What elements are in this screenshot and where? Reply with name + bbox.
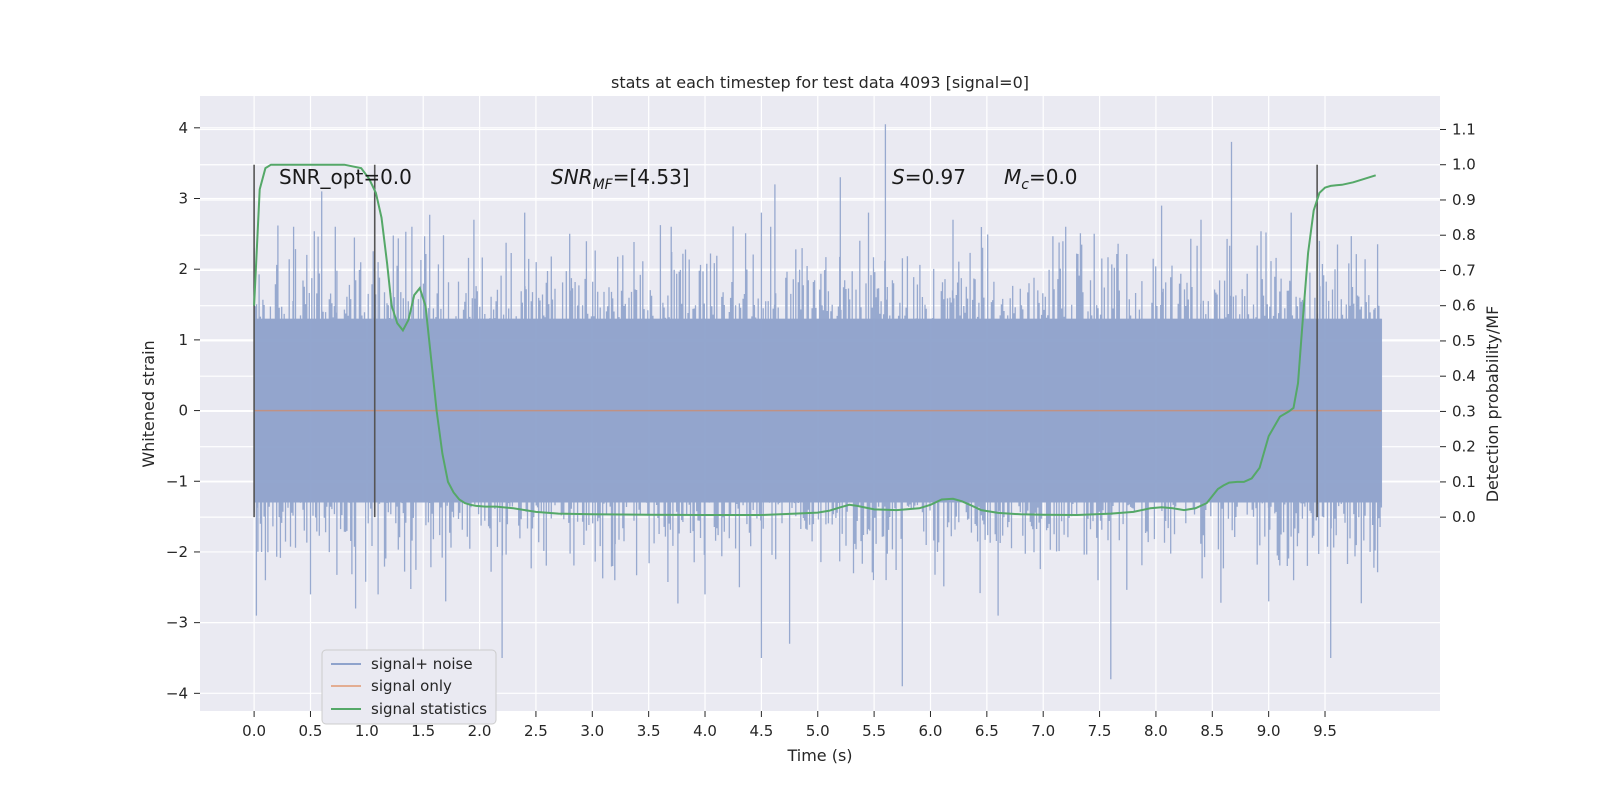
mc-value: =0.0 [1029,165,1078,189]
y2-tick-label: 1.1 [1452,120,1476,138]
vertical-markers [253,164,1318,518]
x-tick-label: 1.5 [411,722,435,740]
annotation-snr-mf: SNRMF=[4.53] [551,165,690,193]
signal-statistics-line [253,163,1376,517]
snr-mf-subscript: MF [593,177,614,193]
y2-tick-label: 0.4 [1452,367,1476,385]
x-tick-label: 0.5 [299,722,323,740]
legend-box [321,649,497,725]
x-tick-label: 2.0 [468,722,492,740]
x-tick-label: 2.5 [524,722,548,740]
x-tick-label: 5.5 [862,722,886,740]
x-tick-label: 9.5 [1313,722,1337,740]
y-tick-label: −3 [166,614,188,632]
x-tick-label: 7.5 [1088,722,1112,740]
y-tick-label: −2 [166,543,188,561]
x-tick-label: 3.0 [580,722,604,740]
legend: signal+ noise signal only signal statist… [321,649,497,725]
x-tick-label: 5.0 [806,722,830,740]
snr-mf-value: =[4.53] [613,165,690,189]
y2-tick-label: 0.0 [1452,508,1476,526]
x-tick-label: 0.0 [242,722,266,740]
y-tick-label: −1 [166,472,188,490]
x-tick-label: 1.0 [355,722,379,740]
legend-label-signal-statistics: signal statistics [371,700,487,718]
mc-subscript: c [1021,177,1029,193]
x-tick-label: 8.0 [1144,722,1168,740]
y2-ticks: 1.1 1.0 0.9 0.8 0.7 0.6 0.5 0.4 0.3 0.2 0.1 0.0 [1440,120,1476,526]
chart-title: stats at each timestep for test data 409… [611,73,1029,92]
y-axis-label: Whitened strain [139,340,158,467]
s-value: =0.97 [905,165,966,189]
y-tick-label: 1 [178,331,188,349]
y2-tick-label: 0.2 [1452,438,1476,456]
mc-symbol: M [1004,165,1021,189]
x-ticks: 0.0 0.5 1.0 1.5 2.0 2.5 3.0 3.5 4.0 4.5 5.0 5.5 6.0 6… [242,711,1337,740]
y2-tick-label: 0.1 [1452,473,1476,491]
series-signal-statistics [253,163,1376,517]
x-tick-label: 6.5 [975,722,999,740]
x-tick-label: 4.5 [749,722,773,740]
y2-tick-label: 0.6 [1452,297,1476,315]
x-tick-label: 6.0 [919,722,943,740]
x-tick-label: 4.0 [693,722,717,740]
y2-tick-label: 0.7 [1452,261,1476,279]
y2-axis-label: Detection probability/MF [1483,306,1502,503]
y-ticks: 4 3 2 1 0 −1 −2 −3 −4 [166,119,200,702]
y-tick-label: 4 [178,119,188,137]
y2-tick-label: 0.5 [1452,332,1476,350]
snr-mf-symbol: SNR [551,165,593,189]
x-tick-label: 7.0 [1031,722,1055,740]
annotation-s: S=0.97 [892,165,966,189]
y-tick-label: −4 [166,684,188,702]
y2-tick-label: 0.8 [1452,226,1476,244]
y2-tick-label: 1.0 [1452,156,1476,174]
y2-tick-label: 0.3 [1452,402,1476,420]
x-tick-label: 9.0 [1257,722,1281,740]
annotation-mc: Mc=0.0 [1004,165,1078,193]
legend-label-signal-only: signal only [371,677,452,695]
x-tick-label: 3.5 [637,722,661,740]
x-tick-label: 8.5 [1200,722,1224,740]
x-axis-label: Time (s) [786,746,852,765]
y-tick-label: 0 [178,402,188,420]
s-symbol: S [892,165,905,189]
annotation-snr-opt: SNR_opt=0.0 [279,165,412,189]
y-tick-label: 2 [178,260,188,278]
y2-tick-label: 0.9 [1452,191,1476,209]
legend-label-signal-noise: signal+ noise [371,655,473,673]
y-tick-label: 3 [178,190,188,208]
